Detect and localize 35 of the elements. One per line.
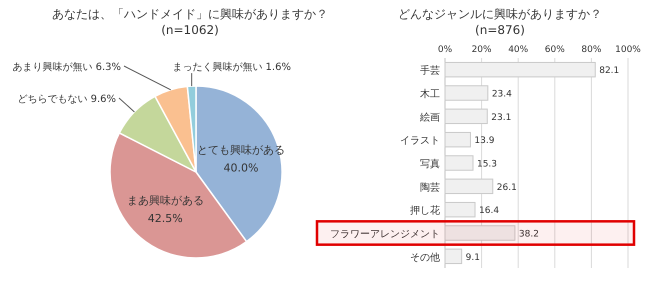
y-tick-label: 手芸 bbox=[420, 64, 440, 77]
y-tick-label: 陶芸 bbox=[420, 181, 440, 194]
y-tick-label: 押し花 bbox=[410, 204, 440, 217]
data-label: 40.0% bbox=[224, 161, 258, 174]
x-tick-label: 80% bbox=[581, 45, 602, 55]
data-label: 42.5% bbox=[148, 212, 183, 225]
y-tick-label: イラスト bbox=[400, 136, 440, 147]
data-label: 13.9 bbox=[474, 136, 495, 146]
y-tick-label: その他 bbox=[410, 251, 440, 264]
slice-label: まあ興味がある bbox=[126, 194, 204, 207]
x-tick-label: 20% bbox=[472, 45, 492, 55]
chart-title: どんなジャンルに興味がありますか？ bbox=[398, 7, 602, 21]
data-label: 15.3 bbox=[477, 160, 498, 170]
y-tick-label: 絵画 bbox=[419, 111, 440, 124]
x-tick-label: 0% bbox=[438, 45, 453, 55]
slice-label: とても興味がある bbox=[196, 143, 285, 156]
y-tick-label: フラワーアレンジメント bbox=[330, 229, 440, 240]
x-tick-label: 40% bbox=[508, 45, 529, 55]
slice-label: どちらでもない 9.6% bbox=[17, 94, 116, 105]
slice-label: あまり興味が無い 6.3% bbox=[12, 61, 121, 73]
data-label: 26.1 bbox=[496, 182, 517, 193]
data-label: 23.1 bbox=[491, 112, 512, 123]
chart-title: あなたは、「ハンドメイド」に興味がありますか？ bbox=[52, 7, 328, 21]
y-tick-label: 写真 bbox=[420, 158, 440, 170]
data-label: 82.1 bbox=[599, 66, 620, 76]
y-tick-label: 木工 bbox=[420, 88, 440, 100]
chart-subtitle: (n=1062) bbox=[161, 23, 219, 37]
data-label: 23.4 bbox=[492, 90, 512, 100]
x-tick-label: 100% bbox=[615, 45, 642, 55]
data-label: 16.4 bbox=[479, 206, 500, 216]
x-tick-label: 60% bbox=[544, 45, 566, 55]
data-label: 38.2 bbox=[518, 230, 539, 240]
slice-label: まったく興味が無い 1.6% bbox=[172, 61, 291, 74]
chart-subtitle: (n=876) bbox=[475, 23, 525, 37]
data-label: 9.1 bbox=[466, 252, 480, 263]
